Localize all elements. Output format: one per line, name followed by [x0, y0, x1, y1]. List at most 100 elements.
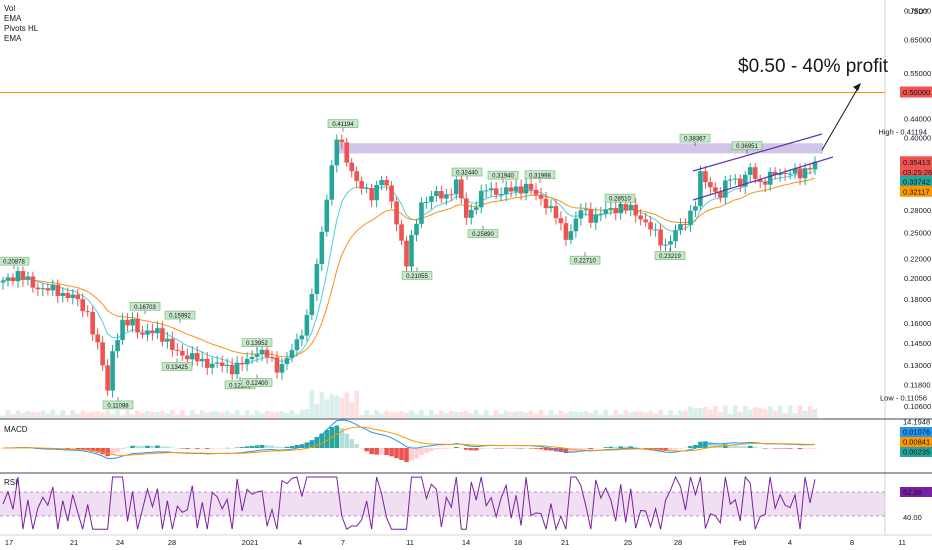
candle-body	[140, 332, 145, 335]
candle-body	[334, 139, 340, 166]
volume-bar	[468, 413, 474, 418]
macd-histogram-bar	[563, 448, 569, 454]
macd-histogram-bar	[379, 448, 384, 455]
volume-bar	[449, 411, 454, 418]
legend-item-ema-2[interactable]: EMA	[4, 34, 22, 43]
volume-bar	[105, 410, 110, 418]
candle-body	[299, 335, 305, 340]
legend-item-vol[interactable]: Vol	[4, 4, 16, 13]
volume-bar	[364, 410, 369, 418]
candle-body	[723, 180, 728, 198]
price-tag-text: 03:25:26	[903, 168, 932, 177]
candle-body	[314, 264, 320, 295]
macd-histogram-bar	[214, 448, 220, 449]
macd-histogram-bar	[463, 448, 469, 450]
candle-body	[244, 359, 250, 365]
profit-target-annotation[interactable]: $0.50 - 40% profit	[738, 56, 888, 77]
candle-body	[424, 201, 429, 203]
macd-histogram-bar	[125, 447, 130, 448]
macd-histogram-bar	[668, 448, 673, 451]
volume-bar	[643, 412, 648, 418]
macd-histogram-bar	[772, 448, 778, 449]
macd-histogram-bar	[663, 448, 668, 452]
macd-histogram-bar	[488, 447, 494, 449]
candle-body	[95, 334, 100, 343]
candle-body	[693, 206, 698, 211]
volume-bar	[190, 410, 195, 418]
macd-histogram-bar	[229, 448, 235, 449]
candle-body	[30, 276, 36, 288]
rsi-axis-tick: 40.00	[903, 513, 922, 522]
macd-histogram-bar	[483, 448, 489, 449]
macd-histogram-bar	[354, 444, 359, 448]
candle-body	[45, 288, 51, 291]
macd-histogram-bar	[603, 447, 609, 448]
legend-item-ema[interactable]: EMA	[4, 14, 22, 23]
candle-body	[663, 244, 668, 246]
volume-bar	[209, 411, 215, 418]
rsi-band	[0, 492, 885, 516]
time-axis-tick: 17	[5, 538, 13, 547]
volume-bar	[334, 395, 340, 418]
macd-histogram-bar	[618, 446, 624, 448]
volume-bar	[145, 410, 150, 418]
volume-bar	[135, 410, 140, 418]
macd-histogram-bar	[185, 448, 190, 449]
candle-body	[344, 142, 350, 163]
pivot-label: 0.20878	[3, 260, 25, 266]
candle-body	[359, 180, 364, 189]
volume-bar	[688, 406, 693, 418]
candle-body	[110, 351, 115, 391]
candle-body	[185, 355, 190, 360]
volume-bar	[742, 405, 748, 418]
volume-bar	[354, 390, 359, 418]
candle-body	[414, 223, 419, 236]
legend-item-pivots[interactable]: Pivots HL	[4, 24, 39, 33]
candle-body	[0, 280, 6, 283]
price-axis-tick: 0.40000	[904, 134, 931, 143]
macd-histogram-bar	[419, 448, 424, 456]
volume-bar	[254, 410, 260, 418]
macd-histogram-bar	[294, 444, 300, 448]
volume-bar	[608, 415, 614, 418]
pivot-label-box	[164, 310, 196, 320]
price-meta-label: Low - 0.11056	[880, 394, 927, 403]
candle-body	[145, 330, 150, 335]
macd-pane-label[interactable]: MACD	[4, 425, 28, 434]
candle-body	[752, 167, 758, 179]
candle-body	[503, 187, 509, 195]
rsi-pane-label[interactable]: RSI	[4, 478, 18, 487]
candle-body	[603, 209, 609, 214]
channel-upper-line	[692, 133, 823, 172]
candle-body	[55, 284, 61, 297]
macd-histogram-bar	[324, 430, 330, 448]
volume-bar	[718, 411, 723, 418]
pivot-label-box	[654, 251, 686, 260]
candle-body	[807, 168, 813, 170]
pivot-label-box	[401, 271, 433, 280]
price-axis-tick: 0.11800	[904, 381, 931, 390]
time-axis-tick: 11	[898, 538, 906, 547]
macd-histogram-bar	[513, 447, 519, 449]
candle-body	[473, 207, 479, 210]
macd-histogram-bar	[752, 446, 758, 448]
volume-bar	[528, 410, 534, 418]
macd-histogram-bar	[683, 447, 688, 449]
volume-bar	[414, 414, 419, 418]
candle-body	[434, 191, 439, 197]
volume-bar	[155, 411, 160, 418]
macd-histogram-bar	[767, 448, 773, 449]
candle-body	[399, 224, 404, 241]
volume-bar	[185, 415, 190, 418]
candle-body	[369, 187, 374, 201]
volume-bar	[175, 414, 180, 418]
candle-body	[284, 358, 290, 365]
candle-body	[728, 179, 733, 181]
volume-bar	[787, 405, 793, 418]
volume-bar	[638, 411, 643, 418]
volume-bar	[120, 415, 125, 418]
candle-body	[653, 229, 658, 231]
volume-bar	[324, 399, 330, 418]
macd-histogram-bar	[249, 445, 255, 448]
